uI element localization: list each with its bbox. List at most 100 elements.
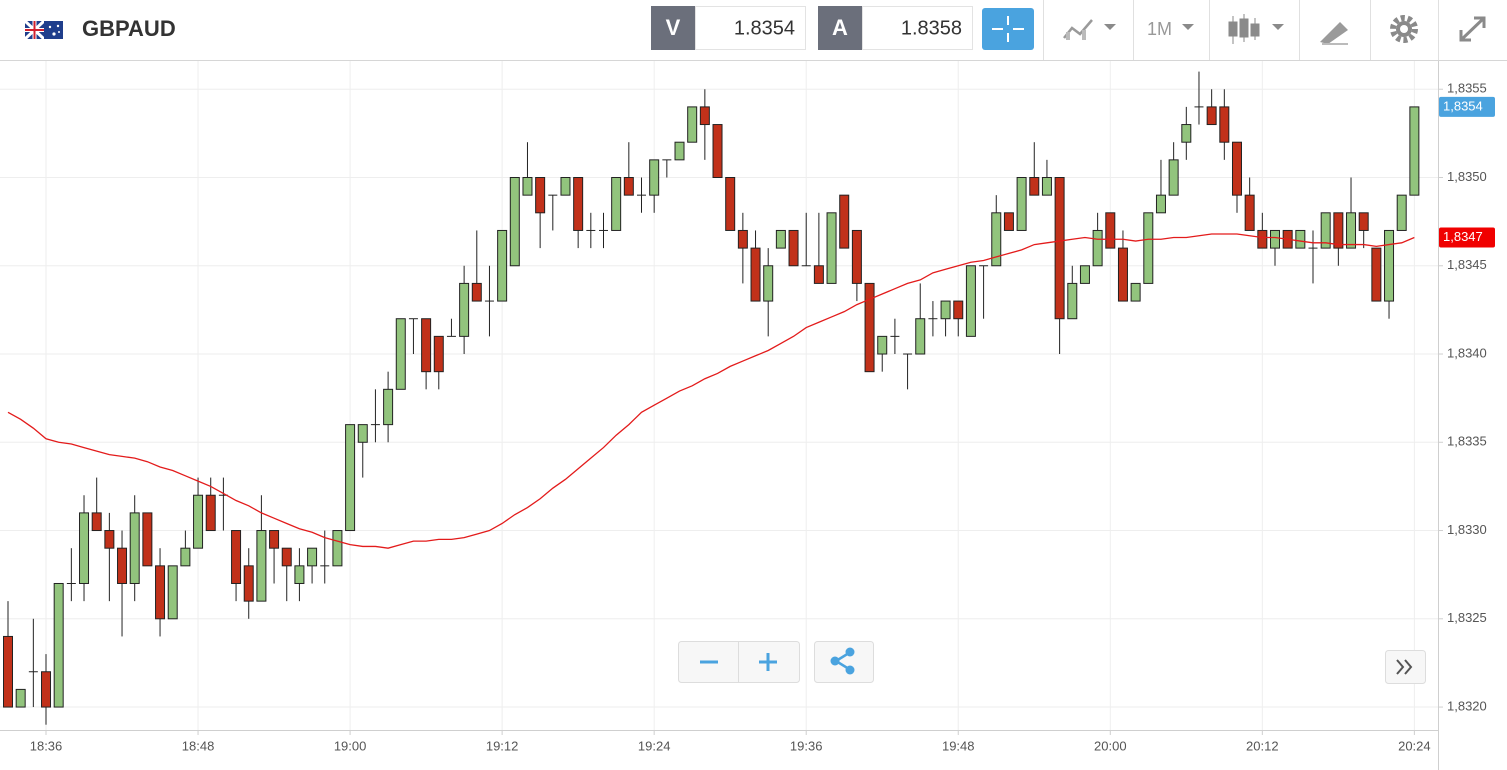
candle-body — [1117, 247, 1128, 302]
y-tick-label: 1,8325 — [1447, 610, 1487, 625]
candle-body — [1092, 229, 1103, 267]
bid-button[interactable] — [651, 6, 695, 50]
candle-body — [91, 512, 102, 532]
candle-body — [3, 635, 13, 708]
candle-body — [1143, 212, 1154, 284]
candle-body — [395, 318, 406, 390]
candle-body — [269, 530, 280, 549]
zoom-controls — [678, 641, 800, 683]
candle-body — [41, 671, 52, 708]
plot-area — [3, 71, 1420, 725]
last-price-badge-label: 1,8354 — [1443, 98, 1483, 113]
price-axis: 1,8320 1,8325 1,8330 1,8335 1,8340 1,8345 1,83… — [1438, 81, 1495, 713]
candle-body — [15, 688, 26, 708]
candle-body — [535, 177, 546, 214]
y-tick-label: 1,8350 — [1447, 169, 1487, 184]
candle-body — [1384, 229, 1395, 302]
candle-body — [788, 229, 799, 267]
x-tick-label: 19:24 — [638, 738, 671, 753]
candle-body — [1168, 159, 1179, 196]
bid-price: 1.8354 — [734, 17, 795, 39]
candle-body — [560, 177, 571, 196]
candle-body — [104, 530, 115, 549]
candle-body — [813, 265, 824, 284]
candle-body — [256, 530, 267, 602]
zoom-out-button[interactable] — [679, 642, 738, 682]
candle-body — [117, 547, 128, 584]
timeframe: 1M — [1147, 19, 1172, 39]
candle-body — [1067, 282, 1078, 320]
chart-type-button[interactable] — [1228, 14, 1284, 44]
timeframe-button[interactable]: 1M — [1147, 19, 1194, 39]
candle-body — [129, 512, 140, 584]
candle-body — [915, 318, 926, 355]
candle-body — [839, 194, 850, 249]
candle-body — [877, 335, 888, 355]
crosshair-button[interactable] — [982, 8, 1034, 50]
candle-body — [1181, 124, 1192, 143]
share-button[interactable] — [814, 641, 874, 683]
candle-body — [345, 424, 356, 532]
average-price-badge — [1439, 227, 1495, 248]
candle-body — [940, 300, 951, 320]
y-tick-label: 1,8330 — [1447, 522, 1487, 537]
candle-body — [1041, 177, 1052, 196]
candle-body — [332, 530, 343, 567]
candle-body — [205, 494, 216, 532]
settings-button[interactable] — [1390, 15, 1418, 43]
candle-body — [623, 177, 634, 196]
candle-body — [383, 388, 394, 426]
separators — [1043, 0, 1439, 60]
candle-body — [649, 159, 660, 196]
candle-body — [459, 282, 470, 337]
last-price-badge — [1439, 96, 1495, 117]
candle-body — [1346, 212, 1357, 249]
flag-icon — [23, 19, 63, 41]
moving-average-line — [7, 233, 1415, 549]
candle-body — [1257, 229, 1268, 249]
x-tick-label: 20:24 — [1398, 738, 1431, 753]
candle-body — [1079, 265, 1090, 284]
ask-label: A — [832, 15, 848, 40]
x-tick-label: 18:36 — [30, 738, 63, 753]
candle-body — [155, 565, 166, 620]
draw-button[interactable] — [1320, 22, 1348, 45]
candle-body — [851, 229, 862, 284]
ask-button[interactable] — [818, 6, 862, 50]
zoom-in-button[interactable] — [739, 642, 799, 682]
average-price-badge-label: 1,8347 — [1443, 229, 1483, 244]
indicators-button[interactable] — [1063, 19, 1116, 40]
x-tick-label: 20:12 — [1246, 738, 1279, 753]
y-tick-label: 1,8355 — [1447, 81, 1487, 96]
fullscreen-button[interactable] — [1459, 16, 1486, 42]
candle-body — [1409, 106, 1420, 196]
candle-body — [471, 282, 482, 302]
candle-body — [991, 212, 1002, 267]
candle-body — [522, 177, 533, 196]
candle-body — [750, 247, 761, 302]
candle-body — [243, 565, 254, 602]
y-tick-label: 1,8335 — [1447, 434, 1487, 449]
candle-body — [1003, 212, 1014, 231]
candle-body — [307, 547, 318, 567]
candle-body — [712, 124, 723, 179]
candle-body — [611, 177, 622, 231]
y-tick-label: 1,8340 — [1447, 345, 1487, 360]
x-tick-label: 19:00 — [334, 738, 367, 753]
candle-body — [180, 547, 191, 567]
header: GBPAUD V 1.8354 A 1.8358 1M — [0, 0, 1507, 61]
x-tick-label: 18:48 — [182, 738, 215, 753]
bid-box — [695, 6, 806, 50]
candle-body — [509, 177, 520, 267]
candle-body — [79, 512, 90, 584]
x-tick-label: 19:36 — [790, 738, 823, 753]
candle-body — [1396, 194, 1407, 231]
bid-label: V — [666, 15, 681, 40]
candle-body — [193, 494, 204, 549]
candle-body — [725, 177, 736, 231]
time-axis: 18:36 18:48 19:00 19:12 19:24 19:36 19:48 20:00… — [30, 731, 1431, 753]
candle-body — [674, 141, 685, 161]
candle-body — [53, 582, 64, 708]
scroll-end-button[interactable] — [1385, 650, 1426, 684]
